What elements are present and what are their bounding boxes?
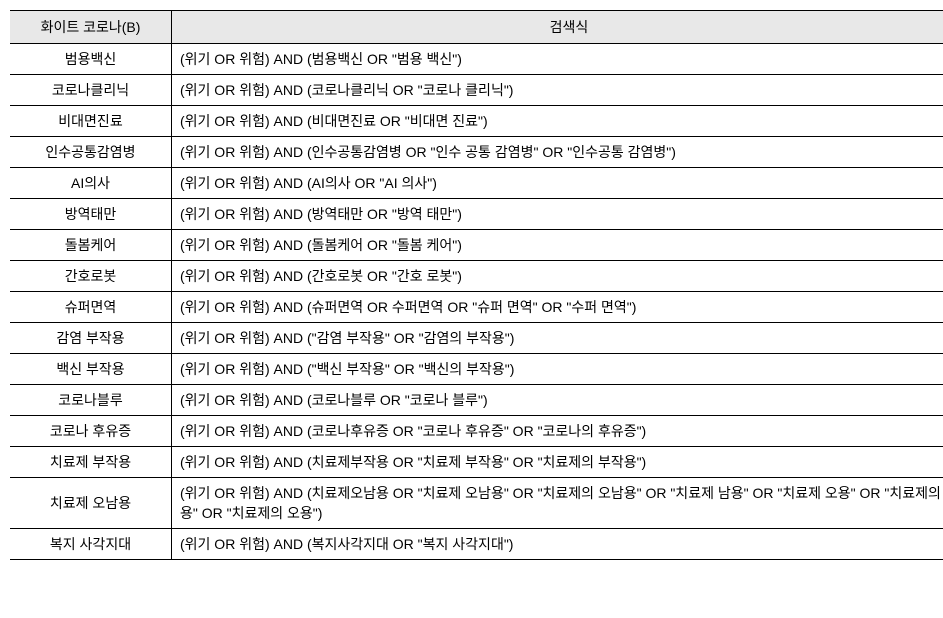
- table-row: 복지 사각지대(위기 OR 위험) AND (복지사각지대 OR "복지 사각지…: [10, 529, 943, 560]
- table-row: 치료제 부작용(위기 OR 위험) AND (치료제부작용 OR "치료제 부작…: [10, 447, 943, 478]
- table-row: 간호로봇(위기 OR 위험) AND (간호로봇 OR "간호 로봇"): [10, 261, 943, 292]
- cell-keyword: 코로나클리닉: [10, 75, 172, 106]
- table-body: 범용백신(위기 OR 위험) AND (범용백신 OR "범용 백신")코로나클…: [10, 44, 943, 560]
- search-query-table: 화이트 코로나(B) 검색식 범용백신(위기 OR 위험) AND (범용백신 …: [10, 10, 943, 560]
- header-col1: 화이트 코로나(B): [10, 11, 172, 44]
- cell-keyword: 치료제 부작용: [10, 447, 172, 478]
- cell-query: (위기 OR 위험) AND (비대면진료 OR "비대면 진료"): [172, 106, 943, 137]
- cell-keyword: 범용백신: [10, 44, 172, 75]
- cell-query: (위기 OR 위험) AND (슈퍼면역 OR 수퍼면역 OR "슈퍼 면역" …: [172, 292, 943, 323]
- table-row: 감염 부작용(위기 OR 위험) AND ("감염 부작용" OR "감염의 부…: [10, 323, 943, 354]
- table-row: AI의사(위기 OR 위험) AND (AI의사 OR "AI 의사"): [10, 168, 943, 199]
- cell-query: (위기 OR 위험) AND (치료제오남용 OR "치료제 오남용" OR "…: [172, 478, 943, 529]
- cell-keyword: 간호로봇: [10, 261, 172, 292]
- cell-query: (위기 OR 위험) AND (코로나블루 OR "코로나 블루"): [172, 385, 943, 416]
- cell-query: (위기 OR 위험) AND ("백신 부작용" OR "백신의 부작용"): [172, 354, 943, 385]
- cell-keyword: AI의사: [10, 168, 172, 199]
- cell-query: (위기 OR 위험) AND (코로나후유증 OR "코로나 후유증" OR "…: [172, 416, 943, 447]
- table-row: 방역태만(위기 OR 위험) AND (방역태만 OR "방역 태만"): [10, 199, 943, 230]
- cell-keyword: 복지 사각지대: [10, 529, 172, 560]
- table-row: 코로나클리닉(위기 OR 위험) AND (코로나클리닉 OR "코로나 클리닉…: [10, 75, 943, 106]
- cell-keyword: 비대면진료: [10, 106, 172, 137]
- cell-keyword: 백신 부작용: [10, 354, 172, 385]
- cell-query: (위기 OR 위험) AND (인수공통감염병 OR "인수 공통 감염병" O…: [172, 137, 943, 168]
- cell-keyword: 치료제 오남용: [10, 478, 172, 529]
- table-row: 돌봄케어(위기 OR 위험) AND (돌봄케어 OR "돌봄 케어"): [10, 230, 943, 261]
- table-row: 코로나블루(위기 OR 위험) AND (코로나블루 OR "코로나 블루"): [10, 385, 943, 416]
- cell-query: (위기 OR 위험) AND (방역태만 OR "방역 태만"): [172, 199, 943, 230]
- cell-keyword: 돌봄케어: [10, 230, 172, 261]
- cell-query: (위기 OR 위험) AND (간호로봇 OR "간호 로봇"): [172, 261, 943, 292]
- cell-keyword: 코로나블루: [10, 385, 172, 416]
- table-row: 치료제 오남용(위기 OR 위험) AND (치료제오남용 OR "치료제 오남…: [10, 478, 943, 529]
- cell-query: (위기 OR 위험) AND (AI의사 OR "AI 의사"): [172, 168, 943, 199]
- cell-keyword: 감염 부작용: [10, 323, 172, 354]
- table-row: 인수공통감염병(위기 OR 위험) AND (인수공통감염병 OR "인수 공통…: [10, 137, 943, 168]
- cell-keyword: 방역태만: [10, 199, 172, 230]
- cell-query: (위기 OR 위험) AND (복지사각지대 OR "복지 사각지대"): [172, 529, 943, 560]
- table-header-row: 화이트 코로나(B) 검색식: [10, 11, 943, 44]
- cell-query: (위기 OR 위험) AND ("감염 부작용" OR "감염의 부작용"): [172, 323, 943, 354]
- table-row: 범용백신(위기 OR 위험) AND (범용백신 OR "범용 백신"): [10, 44, 943, 75]
- cell-keyword: 인수공통감염병: [10, 137, 172, 168]
- cell-keyword: 코로나 후유증: [10, 416, 172, 447]
- cell-query: (위기 OR 위험) AND (돌봄케어 OR "돌봄 케어"): [172, 230, 943, 261]
- table-row: 비대면진료(위기 OR 위험) AND (비대면진료 OR "비대면 진료"): [10, 106, 943, 137]
- cell-query: (위기 OR 위험) AND (코로나클리닉 OR "코로나 클리닉"): [172, 75, 943, 106]
- cell-query: (위기 OR 위험) AND (범용백신 OR "범용 백신"): [172, 44, 943, 75]
- cell-query: (위기 OR 위험) AND (치료제부작용 OR "치료제 부작용" OR "…: [172, 447, 943, 478]
- table-row: 슈퍼면역(위기 OR 위험) AND (슈퍼면역 OR 수퍼면역 OR "슈퍼 …: [10, 292, 943, 323]
- table-row: 백신 부작용(위기 OR 위험) AND ("백신 부작용" OR "백신의 부…: [10, 354, 943, 385]
- table-row: 코로나 후유증(위기 OR 위험) AND (코로나후유증 OR "코로나 후유…: [10, 416, 943, 447]
- cell-keyword: 슈퍼면역: [10, 292, 172, 323]
- header-col2: 검색식: [172, 11, 943, 44]
